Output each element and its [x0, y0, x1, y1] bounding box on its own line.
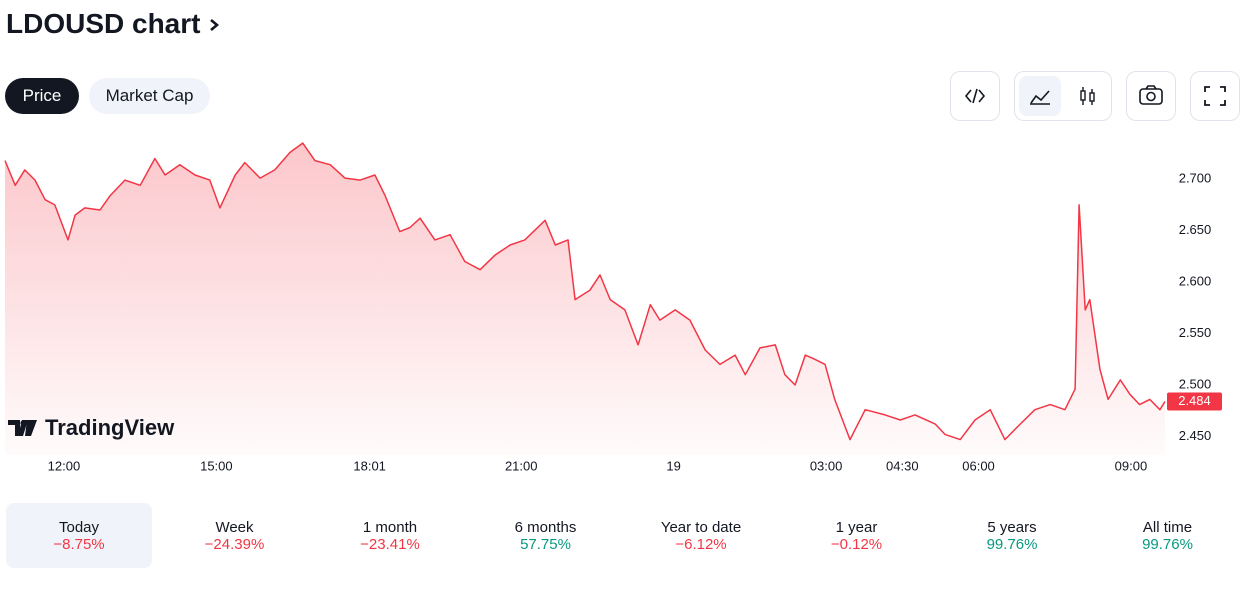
period-label: 1 year — [835, 519, 878, 536]
chart-style-group — [1014, 71, 1112, 121]
period-label: Year to date — [660, 519, 742, 536]
y-tick-label: 2.550 — [1179, 325, 1212, 340]
period-tab[interactable]: 6 months 57.75% — [473, 503, 619, 568]
y-tick-label: 2.500 — [1179, 376, 1212, 391]
period-tab[interactable]: Year to date −6.12% — [628, 503, 774, 568]
price-line — [4, 142, 1166, 441]
area-fill — [5, 143, 1165, 455]
area-icon — [1030, 90, 1050, 105]
period-change: −24.39% — [204, 536, 265, 553]
period-change: −8.75% — [53, 536, 105, 553]
x-tick-label: 06:00 — [962, 458, 995, 473]
y-tick-label: 2.700 — [1179, 171, 1212, 186]
period-tab[interactable]: Week −24.39% — [162, 503, 308, 568]
period-label: 1 month — [362, 519, 418, 536]
period-tab[interactable]: 1 year −0.12% — [784, 503, 930, 568]
tab[interactable]: Price — [5, 78, 79, 114]
candle-style-button[interactable] — [1067, 76, 1109, 116]
watermark: TradingView — [8, 415, 175, 440]
y-tick-label: 2.650 — [1179, 222, 1212, 237]
period-change: −23.41% — [360, 536, 420, 553]
period-tab[interactable]: 5 years 99.76% — [939, 503, 1085, 568]
area-style-button[interactable] — [1019, 76, 1061, 116]
tab[interactable]: Market Cap — [89, 78, 210, 114]
watermark-text: TradingView — [45, 415, 175, 440]
period-change: 99.76% — [986, 536, 1038, 553]
x-tick-label: 18:01 — [353, 458, 386, 473]
page-title[interactable]: LDOUSD chart — [6, 8, 222, 40]
x-tick-label: 12:00 — [48, 458, 81, 473]
embed-icon — [964, 88, 986, 104]
last-price-tag — [1167, 392, 1222, 411]
chart: TradingView 2.450 2.500 2.550 2.600 2.650 2.7… — [4, 142, 1222, 473]
period-change: −0.12% — [830, 536, 883, 553]
last-price-label: 2.484 — [1178, 393, 1211, 408]
x-tick-label: 21:00 — [505, 458, 538, 473]
period-change: 57.75% — [520, 536, 571, 553]
period-tab[interactable]: All time 99.76% — [1095, 503, 1241, 568]
snapshot-button[interactable] — [1126, 71, 1176, 121]
x-tick-label: 15:00 — [200, 458, 233, 473]
fullscreen-button[interactable] — [1190, 71, 1240, 121]
fullscreen-icon — [1204, 86, 1226, 106]
title-text[interactable]: LDOUSD chart — [6, 8, 201, 39]
y-tick-label: 2.450 — [1179, 428, 1212, 443]
period-change: 99.76% — [1142, 536, 1193, 553]
period-change: −6.12% — [675, 536, 727, 553]
period-label: Week — [215, 519, 254, 536]
period-label: 5 years — [987, 519, 1037, 536]
camera-icon — [1139, 85, 1163, 105]
period-label: Today — [58, 519, 100, 536]
y-tick-label: 2.600 — [1179, 273, 1212, 288]
x-tick-label: 04:30 — [886, 458, 919, 473]
x-tick-label: 03:00 — [810, 458, 843, 473]
chevron — [210, 19, 220, 31]
embed-button[interactable] — [950, 71, 1000, 121]
period-label: All time — [1142, 519, 1193, 536]
x-tick-label: 19 — [666, 458, 680, 473]
candle-icon — [1080, 87, 1095, 105]
x-tick-label: 09:00 — [1115, 458, 1148, 473]
period-tab[interactable]: 1 month −23.41% — [317, 503, 463, 568]
period-label: 6 months — [514, 519, 577, 536]
period-tab[interactable]: Today −8.75% — [6, 503, 152, 568]
